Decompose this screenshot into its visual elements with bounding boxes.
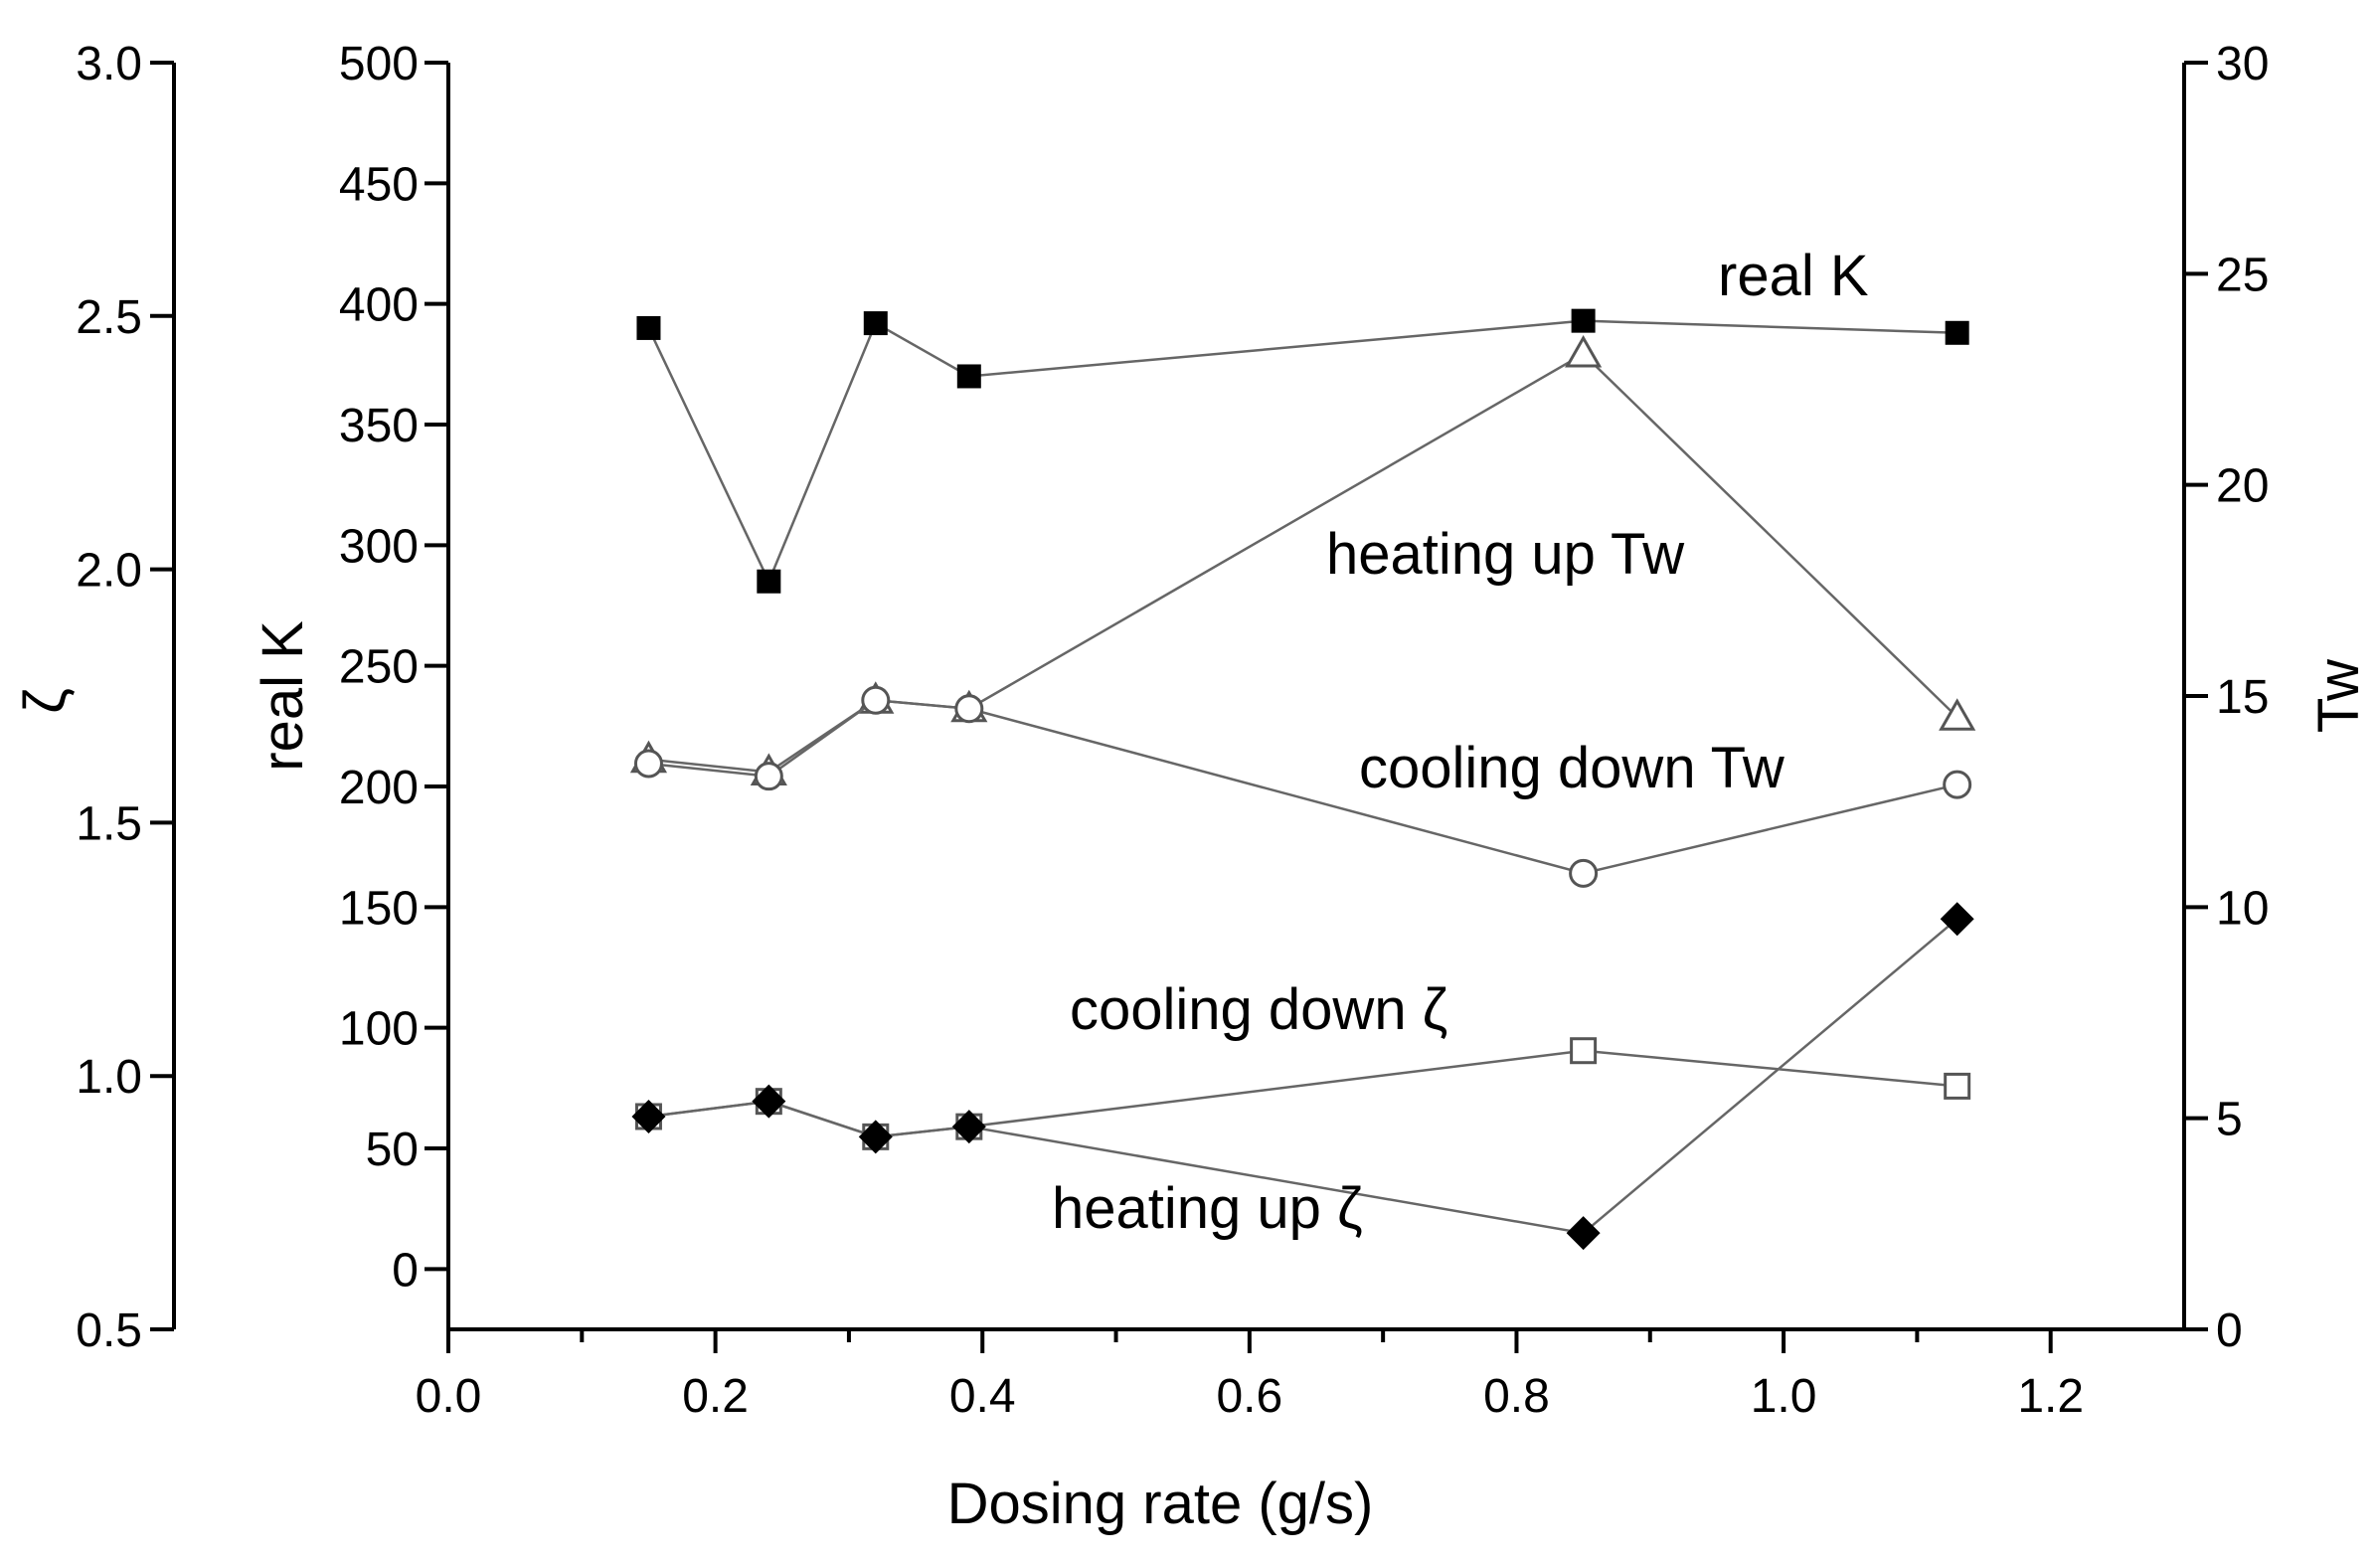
k-tick-label: 50 — [366, 1124, 419, 1176]
data-point-heating-up-zeta — [1940, 902, 1974, 937]
series-real-k — [636, 308, 1969, 594]
tw-tick-label: 25 — [2216, 249, 2269, 301]
tw-axis-title: Tw — [2306, 658, 2371, 733]
annotation-real-k: real K — [1718, 244, 1869, 308]
k-tick-label: 150 — [339, 882, 419, 935]
x-tick-label: 0.2 — [682, 1370, 749, 1423]
data-point-cooling-down-tw — [861, 685, 891, 715]
k-axis-title: real K — [251, 620, 315, 772]
zeta-axis-title: ζ — [13, 688, 78, 714]
tw-tick-label: 5 — [2216, 1094, 2243, 1146]
data-point-real-k — [636, 315, 661, 340]
tw-tick-label: 20 — [2216, 460, 2269, 513]
annotation-cooling-down-zeta: cooling down ζ — [1070, 977, 1447, 1042]
data-point-cooling-down-tw — [1569, 858, 1599, 888]
data-point-cooling-down-tw — [754, 762, 783, 791]
series-line-cooling-down-tw — [648, 698, 1957, 875]
k-tick-label: 200 — [339, 762, 419, 814]
data-point-heating-up-zeta — [631, 1099, 666, 1133]
zeta-tick-label: 1.5 — [76, 797, 142, 850]
k-tick-label: 350 — [339, 400, 419, 452]
annotation-heating-up-zeta: heating up ζ — [1052, 1176, 1363, 1241]
data-point-cooling-down-tw — [954, 694, 984, 724]
data-point-heating-up-tw — [1939, 698, 1976, 731]
x-tick-label: 1.2 — [2017, 1370, 2084, 1423]
k-tick-label: 450 — [339, 158, 419, 211]
data-point-heating-up-zeta — [858, 1120, 893, 1154]
x-tick-label: 1.0 — [1751, 1370, 1817, 1423]
data-point-heating-up-zeta — [752, 1084, 786, 1119]
annotation-heating-up-tw: heating up Tw — [1326, 522, 1685, 587]
tw-tick-label: 15 — [2216, 671, 2269, 724]
series-heating-up-tw — [629, 334, 1976, 785]
zeta-tick-label: 0.5 — [76, 1304, 142, 1357]
data-point-real-k — [863, 311, 888, 336]
series-line-real-k — [647, 319, 1957, 585]
tw-tick-label: 0 — [2216, 1304, 2243, 1357]
x-axis-title: Dosing rate (g/s) — [947, 1472, 1374, 1536]
data-point-real-k — [1571, 308, 1596, 333]
series-heating-up-zeta — [631, 902, 1974, 1251]
series-group — [629, 308, 1976, 1251]
k-tick-label: 500 — [339, 38, 419, 90]
k-tick-label: 100 — [339, 1003, 419, 1056]
annotation-cooling-down-tw: cooling down Tw — [1359, 736, 1785, 800]
axes: 0.0 0.2 0.4 0.6 0.8 1.0 1.20501001502002503003… — [76, 38, 2269, 1423]
data-point-heating-up-zeta — [951, 1110, 986, 1144]
zeta-tick-label: 2.0 — [76, 545, 142, 598]
zeta-tick-label: 2.5 — [76, 291, 142, 344]
tw-tick-label: 30 — [2216, 38, 2269, 90]
data-point-heating-up-zeta — [1566, 1216, 1601, 1251]
tw-tick-label: 10 — [2216, 882, 2269, 935]
data-point-cooling-down-tw — [1943, 770, 1972, 799]
data-point-heating-up-tw — [1565, 334, 1603, 368]
series-cooling-down-tw — [633, 685, 1972, 888]
data-point-real-k — [757, 569, 781, 594]
series-line-heating-up-zeta — [648, 918, 1958, 1235]
data-point-cooling-down-tw — [633, 749, 663, 779]
labels-group: Dosing rate (g/s) ζ real K Tw real K hea… — [13, 244, 2371, 1536]
zeta-tick-label: 3.0 — [76, 38, 142, 90]
x-tick-label: 0.0 — [416, 1370, 482, 1423]
x-tick-label: 0.8 — [1483, 1370, 1550, 1423]
k-tick-label: 300 — [339, 520, 419, 573]
data-point-real-k — [1945, 320, 1969, 345]
series-line-cooling-down-zeta — [648, 1049, 1957, 1138]
k-tick-label: 400 — [339, 279, 419, 332]
zeta-tick-label: 1.0 — [76, 1051, 142, 1104]
k-tick-label: 250 — [339, 641, 419, 694]
data-point-cooling-down-zeta — [1570, 1037, 1598, 1065]
series-line-heating-up-tw — [648, 352, 1958, 774]
k-tick-label: 0 — [392, 1244, 419, 1297]
x-tick-label: 0.6 — [1216, 1370, 1282, 1423]
x-tick-label: 0.4 — [949, 1370, 1016, 1423]
data-point-real-k — [956, 364, 981, 389]
data-point-cooling-down-zeta — [1944, 1072, 1971, 1100]
series-cooling-down-zeta — [634, 1037, 1971, 1150]
